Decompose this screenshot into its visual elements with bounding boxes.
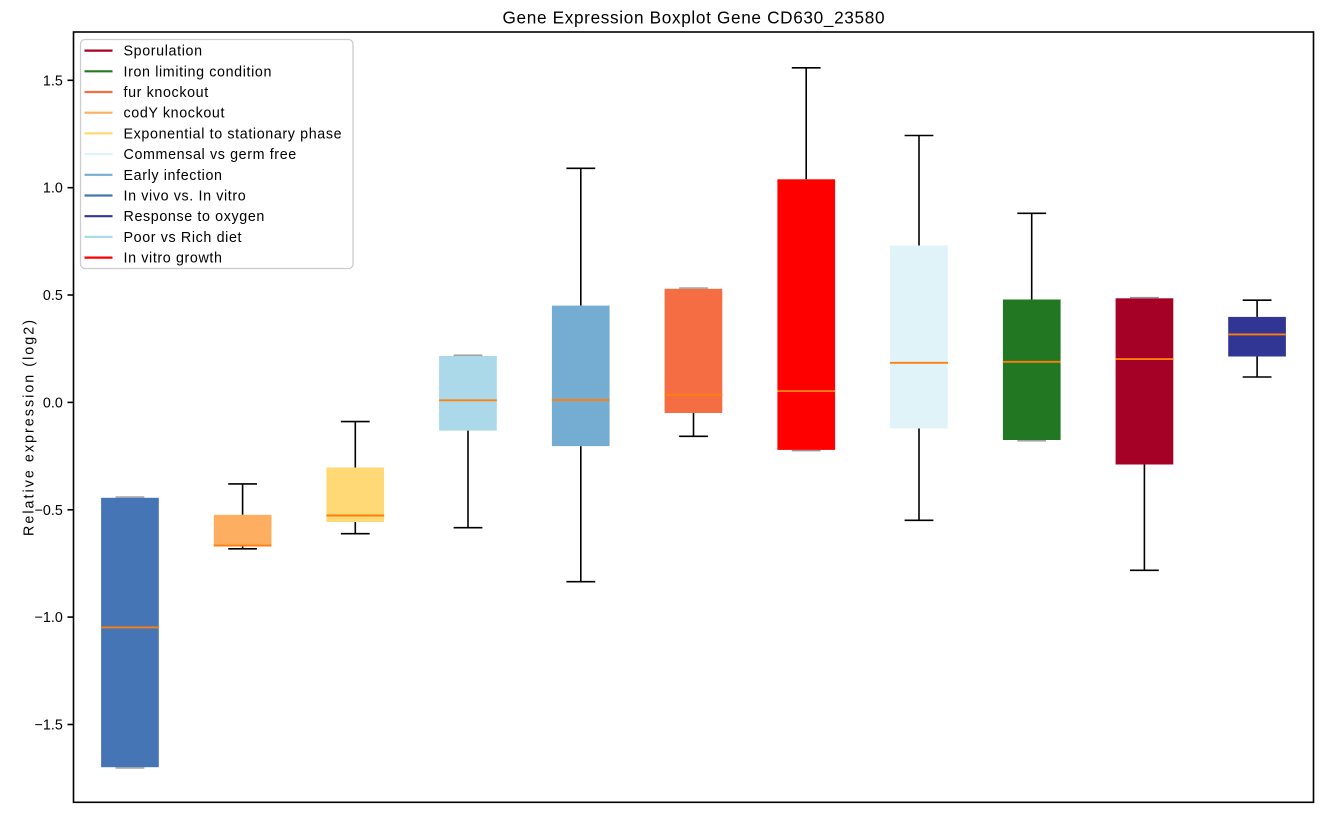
svg-text:−0.5: −0.5 — [35, 503, 63, 519]
svg-text:Exponential to stationary phas: Exponential to stationary phase — [124, 126, 343, 142]
svg-text:0.5: 0.5 — [43, 288, 63, 304]
svg-text:1.0: 1.0 — [43, 181, 63, 197]
svg-text:In vitro growth: In vitro growth — [124, 251, 223, 267]
svg-text:1.5: 1.5 — [43, 73, 63, 89]
svg-text:0.0: 0.0 — [43, 395, 63, 411]
svg-text:codY knockout: codY knockout — [124, 106, 226, 122]
svg-text:Poor vs Rich diet: Poor vs Rich diet — [124, 230, 243, 246]
svg-text:−1.0: −1.0 — [35, 610, 63, 626]
svg-text:Gene Expression Boxplot Gene C: Gene Expression Boxplot Gene CD630_23580 — [503, 8, 885, 28]
svg-text:In vivo vs. In vitro: In vivo vs. In vitro — [124, 189, 247, 205]
svg-text:Early infection: Early infection — [124, 168, 223, 184]
svg-text:−1.5: −1.5 — [35, 718, 63, 734]
svg-text:fur knockout: fur knockout — [124, 85, 209, 101]
svg-text:Sporulation: Sporulation — [124, 44, 203, 60]
svg-text:Commensal vs germ free: Commensal vs germ free — [124, 147, 297, 163]
svg-text:Iron limiting condition: Iron limiting condition — [124, 64, 273, 80]
svg-text:Response to oxygen: Response to oxygen — [124, 209, 266, 225]
